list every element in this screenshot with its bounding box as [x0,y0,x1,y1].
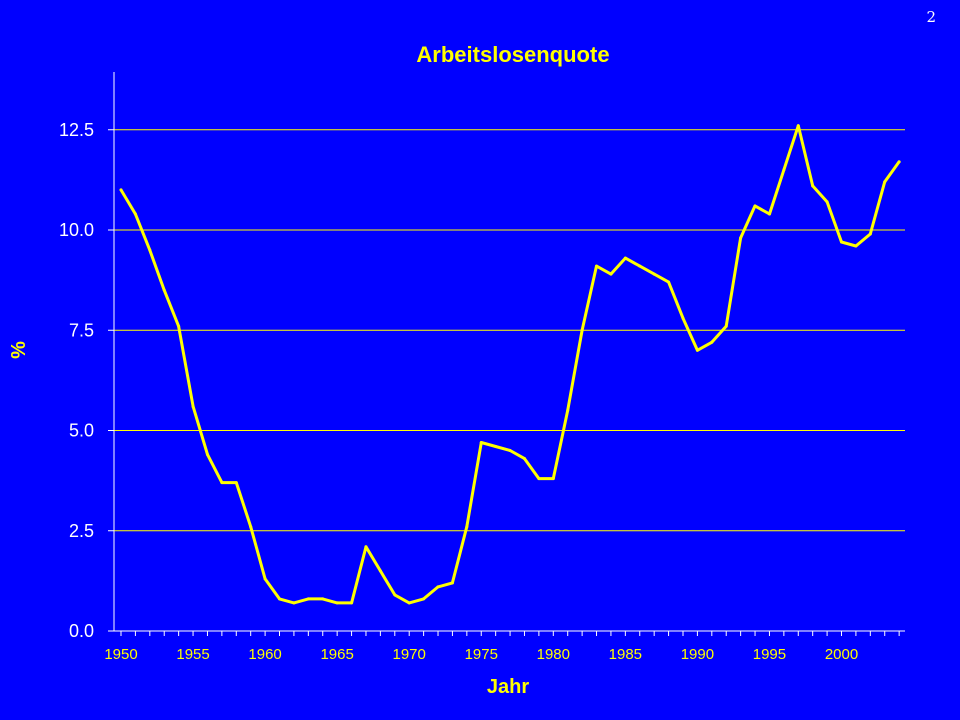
x-tick-label: 1955 [176,646,209,663]
data-point [393,593,397,597]
data-point [465,525,469,529]
data-point [854,244,858,248]
x-tick-label: 1950 [104,646,137,663]
y-tick-label: 0.0 [69,621,94,641]
y-tick-label: 10.0 [59,220,94,240]
data-point [162,288,166,292]
x-tick-label: 1975 [465,646,498,663]
data-point [220,481,224,485]
data-point [249,525,253,529]
y-tick-label: 12.5 [59,120,94,140]
page-number: 2 [926,8,936,26]
data-point [119,188,123,192]
data-point [522,457,526,461]
data-point [191,404,195,408]
data-point [796,124,800,128]
data-point [753,204,757,208]
data-point [825,200,829,204]
data-point [811,184,815,188]
y-tick-label: 2.5 [69,521,94,541]
chart-title: Arbeitslosenquote [416,42,609,67]
data-point [494,445,498,449]
axes [113,72,905,632]
x-tick-label: 1995 [753,646,786,663]
data-point [710,340,714,344]
x-axis-ticks: 1950 1955 1960 1965 1970 1975 1980 1985 1990 1995… [104,631,900,663]
x-tick-label: 2000 [825,646,858,663]
x-tick-label: 1960 [248,646,281,663]
data-point [609,272,613,276]
data-point [580,328,584,332]
y-axis-ticks: 0.0 2.5 5.0 7.5 10.0 12.5 [59,120,114,641]
gridlines [114,129,905,532]
data-point [148,248,152,252]
data-point [407,601,411,605]
data-point [883,180,887,184]
data-point [234,481,238,485]
data-point [422,597,426,601]
x-axis-title: Jahr [487,676,529,698]
data-point [551,477,555,481]
data-point [321,597,325,601]
data-point [306,597,310,601]
data-point [652,272,656,276]
data-point [739,236,743,240]
data-point [724,324,728,328]
data-point [667,280,671,284]
x-tick-label: 1970 [393,646,426,663]
data-point [292,601,296,605]
data-point [378,569,382,573]
data-point [205,453,209,457]
data-point [566,408,570,412]
data-point [681,316,685,320]
data-point [537,477,541,481]
data-point [177,324,181,328]
x-tick-label: 1990 [681,646,714,663]
y-axis-title: % [8,341,30,359]
data-point [436,585,440,589]
x-tick-label: 1985 [609,646,642,663]
data-point [133,212,137,216]
x-tick-label: 1980 [537,646,570,663]
y-tick-label: 5.0 [69,421,94,441]
data-point [450,581,454,585]
data-point [479,441,483,445]
data-point [263,577,267,581]
data-point [695,348,699,352]
data-point [840,240,843,244]
series-line [119,124,901,605]
data-point [623,256,627,260]
data-point [335,601,339,605]
data-point [782,168,786,172]
data-point [638,264,642,268]
series-group [119,124,901,605]
data-point [364,545,368,549]
y-tick-label: 7.5 [69,320,94,340]
data-point [868,232,872,236]
data-point [350,601,354,605]
data-point [595,264,599,268]
data-point [508,449,512,453]
data-point [897,160,901,164]
data-point [767,212,771,216]
x-tick-label: 1965 [320,646,353,663]
data-point [278,597,282,601]
